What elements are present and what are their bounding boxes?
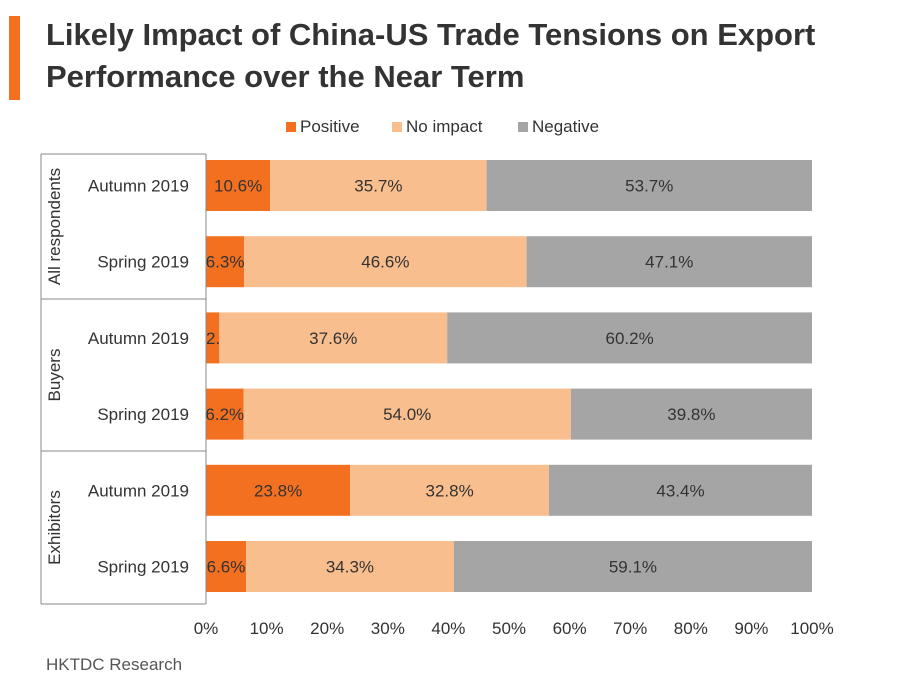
bar-positive-exhibitors-spring-2019 xyxy=(206,541,246,592)
bar-negative-buyers-spring-2019 xyxy=(570,388,812,440)
bar-positive-buyers-spring-2019 xyxy=(206,388,244,440)
chart-title-line-1: Likely Impact of China-US Trade Tensions… xyxy=(46,17,816,52)
bar-negative-buyers-autumn-2019 xyxy=(447,312,812,364)
x-tick-label-8: 80% xyxy=(674,619,708,638)
category-label-exhibitors-autumn-2019: Autumn 2019 xyxy=(88,481,189,500)
legend-swatch-negative xyxy=(518,122,528,132)
x-tick-label-10: 100% xyxy=(790,619,833,638)
data-label-negative-all-respondents-autumn-2019: 53.7% xyxy=(625,177,673,196)
chart-title-line-2: Performance over the Near Term xyxy=(46,59,525,94)
category-label-all-respondents-autumn-2019: Autumn 2019 xyxy=(88,177,189,196)
bar-no-impact-buyers-autumn-2019 xyxy=(219,312,448,364)
data-label-positive-all-respondents-spring-2019: 6.3% xyxy=(206,253,245,272)
data-label-positive-buyers-spring-2019: 6.2% xyxy=(205,405,244,424)
bar-no-impact-buyers-spring-2019 xyxy=(243,388,571,440)
bar-no-impact-exhibitors-spring-2019 xyxy=(245,541,454,592)
legend: Positive No impact Negative xyxy=(0,117,900,139)
legend-item-positive: Positive xyxy=(286,117,360,137)
bar-negative-all-respondents-autumn-2019 xyxy=(486,160,812,211)
legend-swatch-no-impact xyxy=(392,122,402,132)
category-label-all-respondents-spring-2019: Spring 2019 xyxy=(97,253,189,272)
category-label-exhibitors-spring-2019: Spring 2019 xyxy=(97,558,189,577)
bar-positive-all-respondents-spring-2019 xyxy=(206,236,245,288)
data-label-no-impact-all-respondents-autumn-2019: 35.7% xyxy=(354,177,402,196)
bar-no-impact-all-respondents-autumn-2019 xyxy=(270,160,487,211)
x-tick-label-0: 0% xyxy=(194,619,219,638)
data-label-no-impact-exhibitors-spring-2019: 34.3% xyxy=(326,558,374,577)
x-tick-label-5: 50% xyxy=(492,619,526,638)
legend-swatch-positive xyxy=(286,122,296,132)
category-label-buyers-autumn-2019: Autumn 2019 xyxy=(88,329,189,348)
data-label-negative-buyers-autumn-2019: 60.2% xyxy=(605,329,653,348)
bar-negative-exhibitors-spring-2019 xyxy=(453,541,812,592)
x-tick-label-2: 20% xyxy=(310,619,344,638)
x-tick-label-3: 30% xyxy=(371,619,405,638)
bar-no-impact-exhibitors-autumn-2019 xyxy=(350,464,549,516)
bar-no-impact-all-respondents-spring-2019 xyxy=(244,236,527,288)
legend-item-negative: Negative xyxy=(518,117,599,137)
bar-negative-all-respondents-spring-2019 xyxy=(526,236,812,288)
bar-negative-exhibitors-autumn-2019 xyxy=(548,464,812,516)
data-label-negative-buyers-spring-2019: 39.8% xyxy=(667,405,715,424)
category-label-buyers-spring-2019: Spring 2019 xyxy=(97,405,189,424)
data-label-negative-exhibitors-spring-2019: 59.1% xyxy=(609,558,657,577)
group-label-all-respondents: All respondents xyxy=(45,168,64,285)
title-accent-bar xyxy=(9,16,20,100)
bar-positive-exhibitors-autumn-2019 xyxy=(206,464,351,516)
legend-label-positive: Positive xyxy=(300,117,360,136)
data-label-negative-all-respondents-spring-2019: 47.1% xyxy=(645,253,693,272)
legend-label-negative: Negative xyxy=(532,117,600,136)
data-label-positive-exhibitors-spring-2019: 6.6% xyxy=(207,558,246,577)
source-note: HKTDC Research xyxy=(46,655,183,674)
legend-label-no-impact: No impact xyxy=(406,117,483,136)
group-label-exhibitors: Exhibitors xyxy=(45,490,64,565)
group-label-buyers: Buyers xyxy=(45,349,64,402)
x-tick-label-6: 60% xyxy=(553,619,587,638)
x-tick-label-4: 40% xyxy=(431,619,465,638)
data-label-negative-exhibitors-autumn-2019: 43.4% xyxy=(656,481,704,500)
bar-positive-buyers-autumn-2019 xyxy=(206,312,220,364)
chart-title: Likely Impact of China-US Trade Tensions… xyxy=(46,14,886,98)
data-label-no-impact-buyers-autumn-2019: 37.6% xyxy=(309,329,357,348)
data-label-no-impact-all-respondents-spring-2019: 46.6% xyxy=(361,253,409,272)
bar-positive-all-respondents-autumn-2019 xyxy=(206,160,271,211)
data-label-no-impact-buyers-spring-2019: 54.0% xyxy=(383,405,431,424)
x-tick-label-7: 70% xyxy=(613,619,647,638)
x-tick-label-1: 10% xyxy=(250,619,284,638)
data-label-positive-all-respondents-autumn-2019: 10.6% xyxy=(214,177,262,196)
legend-item-no-impact: No impact xyxy=(392,117,483,137)
data-label-positive-exhibitors-autumn-2019: 23.8% xyxy=(254,481,302,500)
x-tick-label-9: 90% xyxy=(734,619,768,638)
data-label-no-impact-exhibitors-autumn-2019: 32.8% xyxy=(426,481,474,500)
